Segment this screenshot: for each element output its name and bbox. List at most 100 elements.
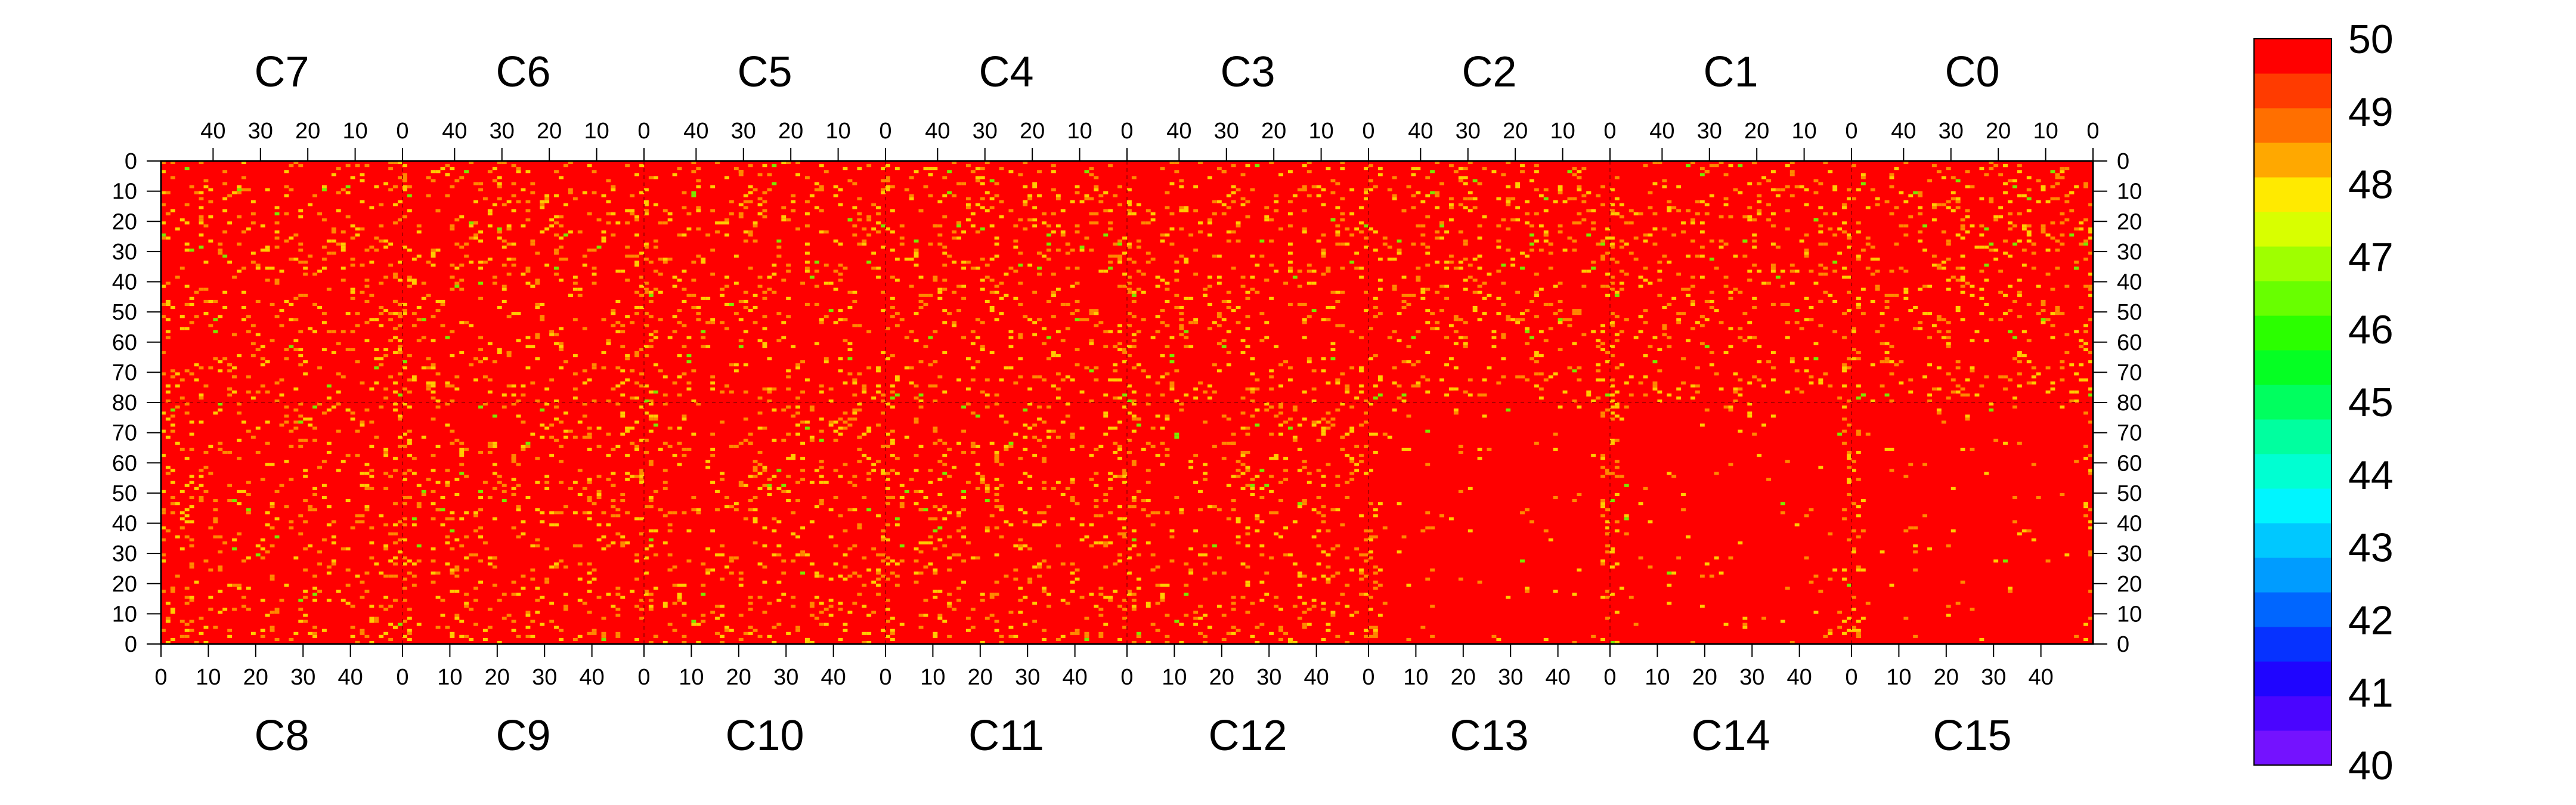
heatmap-cell: [961, 535, 966, 538]
heatmap-cell: [1506, 408, 1511, 412]
heatmap-cell: [1117, 239, 1122, 243]
heatmap-cell: [970, 170, 976, 174]
heatmap-cell: [738, 212, 744, 216]
heatmap-cell: [592, 628, 597, 632]
heatmap-cell: [237, 185, 242, 188]
heatmap-cell: [1108, 261, 1113, 264]
heatmap-cell: [1828, 170, 1833, 174]
heatmap-cell: [823, 264, 829, 267]
heatmap-cell: [1103, 565, 1109, 569]
heatmap-cell: [1335, 381, 1340, 385]
heatmap-cell: [1160, 592, 1165, 596]
heatmap-cell: [227, 583, 233, 587]
heatmap-cell: [1543, 197, 1549, 200]
heatmap-cell: [833, 321, 838, 324]
heatmap-cell: [1240, 284, 1246, 288]
heatmap-cell: [402, 432, 407, 436]
heatmap-cell: [966, 218, 971, 222]
heatmap-cell: [1008, 170, 1014, 174]
heatmap-cell: [1160, 441, 1165, 445]
heatmap-cell: [189, 420, 194, 424]
heatmap-cell: [1411, 194, 1416, 197]
heatmap-cell: [1397, 396, 1402, 400]
heatmap-cell: [312, 405, 317, 409]
heatmap-cell: [246, 315, 251, 318]
heatmap-cell: [450, 330, 455, 333]
heatmap-cell: [762, 466, 767, 469]
heatmap-cell: [1657, 348, 1662, 351]
heatmap-cell: [445, 164, 450, 168]
heatmap-cell: [1150, 336, 1156, 339]
heatmap-cell: [1525, 586, 1530, 590]
heatmap-cell: [724, 626, 729, 629]
heatmap-cell: [970, 451, 976, 454]
heatmap-cell: [1416, 381, 1421, 385]
heatmap-cell: [161, 526, 166, 530]
heatmap-cell: [242, 559, 246, 563]
heatmap-cell: [1055, 194, 1061, 197]
heatmap-cell: [1377, 614, 1383, 617]
heatmap-cell: [1008, 523, 1014, 527]
heatmap-cell: [497, 227, 502, 231]
heatmap-cell: [364, 164, 370, 168]
heatmap-cell: [1145, 221, 1151, 225]
heatmap-cell: [483, 402, 488, 406]
heatmap-cell: [682, 299, 687, 303]
heatmap-cell: [454, 387, 460, 391]
heatmap-cell: [989, 224, 995, 228]
heatmap-cell: [298, 215, 304, 219]
heatmap-cell: [1364, 236, 1368, 240]
heatmap-cell: [937, 478, 943, 481]
heatmap-cell: [1311, 508, 1317, 512]
heatmap-cell: [1425, 577, 1431, 581]
heatmap-cell: [492, 444, 497, 448]
heatmap-cell: [1600, 454, 1605, 457]
heatmap-cell: [530, 182, 535, 185]
heatmap-cell: [1501, 375, 1506, 379]
heatmap-cell: [795, 423, 800, 427]
heatmap-cell: [1406, 302, 1411, 306]
heatmap-cell: [1051, 212, 1056, 216]
heatmap-cell: [326, 239, 332, 243]
heatmap-cell: [1686, 339, 1690, 342]
heatmap-cell: [1364, 197, 1368, 200]
heatmap-cell: [383, 348, 389, 351]
heatmap-cell: [1832, 212, 1838, 216]
heatmap-cell: [1226, 330, 1231, 333]
heatmap-cell: [1364, 399, 1368, 402]
heatmap-cell: [1131, 605, 1137, 608]
heatmap-cell: [179, 526, 185, 530]
heatmap-cell: [1231, 309, 1236, 312]
heatmap-cell: [1274, 414, 1279, 418]
heatmap-cell: [1023, 623, 1028, 626]
heatmap-cell: [1752, 296, 1757, 300]
heatmap-cell: [242, 605, 246, 608]
heatmap-cell: [501, 592, 507, 596]
heatmap-cell: [1354, 227, 1360, 231]
heatmap-cell: [1605, 589, 1610, 593]
heatmap-cell: [497, 481, 502, 484]
heatmap-cell: [715, 508, 720, 512]
heatmap-cell: [1638, 381, 1643, 385]
heatmap-cell: [577, 493, 583, 496]
heatmap-cell: [530, 345, 535, 348]
heatmap-cell: [1127, 312, 1132, 315]
heatmap-cell: [611, 185, 616, 188]
heatmap-cell: [710, 447, 716, 451]
heatmap-cell: [1392, 330, 1397, 333]
heatmap-cell: [1349, 460, 1355, 463]
heatmap-cell: [819, 390, 824, 394]
heatmap-cell: [866, 426, 872, 430]
heatmap-cell: [601, 631, 606, 635]
heatmap-cell: [322, 188, 327, 191]
heatmap-cell: [1577, 366, 1582, 370]
heatmap-cell: [1131, 333, 1137, 336]
heatmap-cell: [1255, 529, 1260, 532]
heatmap-cell: [767, 387, 772, 391]
heatmap-cell: [516, 634, 521, 638]
heatmap-cell: [1226, 230, 1231, 234]
heatmap-cell: [625, 278, 630, 282]
heatmap-cell: [1264, 278, 1270, 282]
heatmap-cell: [218, 248, 223, 252]
heatmap-cell: [823, 608, 829, 611]
